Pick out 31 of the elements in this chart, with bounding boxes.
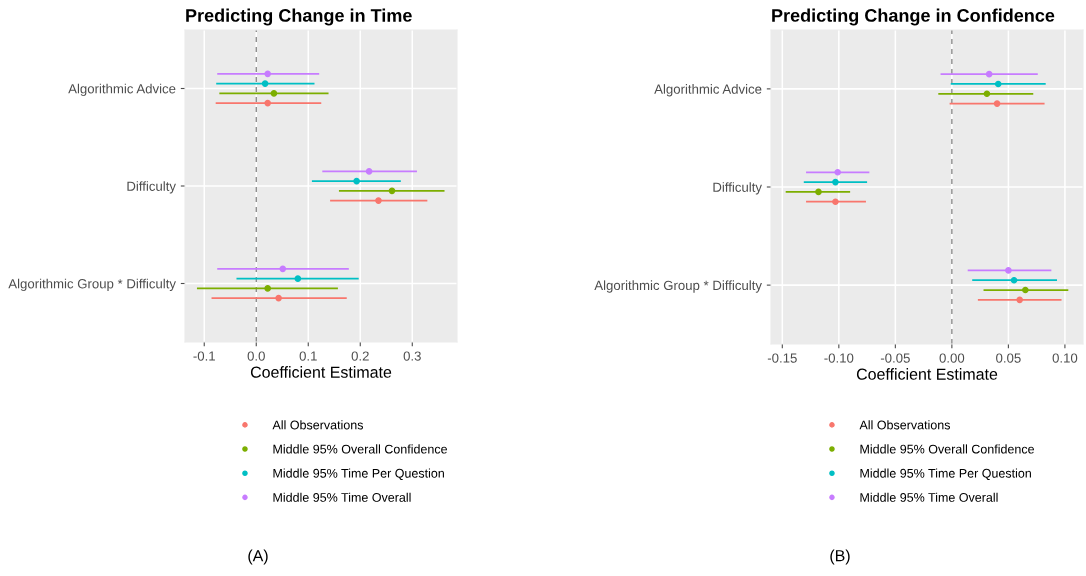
x-tick-label: 0.1 <box>299 351 317 361</box>
x-axis-title: Coefficient Estimate <box>250 366 392 378</box>
legend-label: Middle 95% Time Overall <box>860 492 998 502</box>
x-tick-label: 0.2 <box>351 351 369 361</box>
x-tick-label: -0.15 <box>767 353 797 363</box>
x-axis-title: Coefficient Estimate <box>856 368 998 380</box>
legend-label: Middle 95% Time Per Question <box>860 468 1031 480</box>
legend-label: Middle 95% Overall Confidence <box>860 444 1034 454</box>
legend-label: Middle 95% Time Per Question <box>273 468 444 480</box>
chart-title: Predicting Change in Confidence <box>772 8 1055 26</box>
x-tick-label: 0.05 <box>996 353 1021 363</box>
y-tick-label: Algorithmic Group * Difficulty <box>8 278 176 292</box>
y-tick-label: Difficulty <box>127 181 176 194</box>
y-tick-label: Algorithmic Group * Difficulty <box>594 280 762 293</box>
y-tick-label: Algorithmic Advice <box>68 83 176 97</box>
x-tick-label: -0.1 <box>193 351 215 361</box>
x-tick-label: -0.10 <box>824 353 854 363</box>
x-tick-label: 0.3 <box>403 351 421 361</box>
x-tick-label: -0.05 <box>880 353 910 363</box>
legend-label: Middle 95% Overall Confidence <box>273 444 447 454</box>
x-tick-label: 0.00 <box>939 353 965 363</box>
y-tick-label: Difficulty <box>713 182 762 195</box>
legend-label: Middle 95% Time Overall <box>273 492 411 502</box>
legend-label: All Observations <box>859 420 951 430</box>
x-tick-label: 0.0 <box>247 351 265 361</box>
x-tick-label: 0.10 <box>1052 353 1078 363</box>
chart-title: Predicting Change in Time <box>186 8 412 26</box>
text: (A) <box>248 549 268 565</box>
text: (B) <box>830 549 850 565</box>
y-tick-label: Algorithmic Advice <box>654 84 762 97</box>
legend-label: All Observations <box>272 420 364 430</box>
